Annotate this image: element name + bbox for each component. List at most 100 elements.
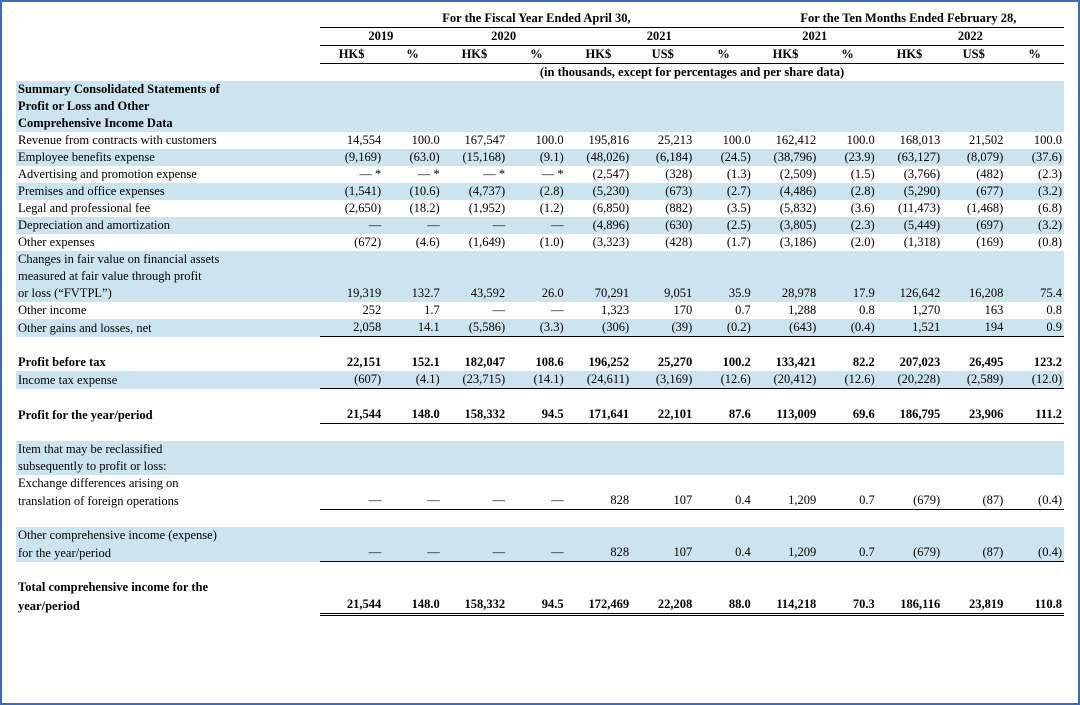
row-label-9: or loss (“FVTPL”) xyxy=(16,285,320,302)
row-label-26: Total comprehensive income for the xyxy=(16,579,320,596)
cell-16-10: 23,906 xyxy=(942,406,1005,424)
colhdr-1: % xyxy=(383,46,441,64)
cell-27-11: 110.8 xyxy=(1005,596,1064,615)
cell-2-11: (2.3) xyxy=(1005,166,1064,183)
cell-27-7: 114,218 xyxy=(753,596,818,615)
cell-10-3: — xyxy=(507,302,565,319)
cell-24-10: (87) xyxy=(942,544,1005,562)
cell-7-2 xyxy=(442,251,507,268)
header-fiscal: For the Fiscal Year Ended April 30, xyxy=(320,10,753,28)
cell-8-5 xyxy=(631,268,694,285)
cell-18-8 xyxy=(818,441,876,458)
cell-27-5: 22,208 xyxy=(631,596,694,615)
cell-1-3: (9.1) xyxy=(507,149,565,166)
cell-4-0: (2,650) xyxy=(320,200,383,217)
cell-16-11: 111.2 xyxy=(1005,406,1064,424)
cell-20-7 xyxy=(753,475,818,492)
cell-3-1: (10.6) xyxy=(383,183,441,200)
cell-23-3 xyxy=(507,527,565,544)
cell-13-5: 25,270 xyxy=(631,354,694,371)
colhdr-4: HK$ xyxy=(566,46,631,64)
cell-11-10: 194 xyxy=(942,319,1005,337)
cell-19-5 xyxy=(631,458,694,475)
row-label-24: for the year/period xyxy=(16,544,320,562)
cell-21-7: 1,209 xyxy=(753,492,818,510)
cell-5-9: (5,449) xyxy=(877,217,942,234)
cell-16-2: 158,332 xyxy=(442,406,507,424)
row-label-27: year/period xyxy=(16,596,320,615)
cell-11-0: 2,058 xyxy=(320,319,383,337)
cell-1-1: (63.0) xyxy=(383,149,441,166)
cell-9-10: 16,208 xyxy=(942,285,1005,302)
cell-8-1 xyxy=(383,268,441,285)
cell-4-3: (1.2) xyxy=(507,200,565,217)
cell-26-8 xyxy=(818,579,876,596)
cell-1-4: (48,026) xyxy=(566,149,631,166)
cell-26-9 xyxy=(877,579,942,596)
cell-1-5: (6,184) xyxy=(631,149,694,166)
cell-13-10: 26,495 xyxy=(942,354,1005,371)
cell-16-4: 171,641 xyxy=(566,406,631,424)
financial-table: For the Fiscal Year Ended April 30,For t… xyxy=(16,10,1064,616)
cell-9-2: 43,592 xyxy=(442,285,507,302)
cell-18-2 xyxy=(442,441,507,458)
cell-0-8: 100.0 xyxy=(818,132,876,149)
cell-4-4: (6,850) xyxy=(566,200,631,217)
row-label-23: Other comprehensive income (expense) xyxy=(16,527,320,544)
cell-2-3: — * xyxy=(507,166,565,183)
cell-8-11 xyxy=(1005,268,1064,285)
cell-11-4: (306) xyxy=(566,319,631,337)
cell-7-4 xyxy=(566,251,631,268)
cell-13-7: 133,421 xyxy=(753,354,818,371)
cell-18-1 xyxy=(383,441,441,458)
cell-4-2: (1,952) xyxy=(442,200,507,217)
cell-4-11: (6.8) xyxy=(1005,200,1064,217)
cell-11-1: 14.1 xyxy=(383,319,441,337)
row-label-20: Exchange differences arising on xyxy=(16,475,320,492)
cell-23-4 xyxy=(566,527,631,544)
cell-14-8: (12.6) xyxy=(818,371,876,389)
cell-26-6 xyxy=(694,579,753,596)
colhdr-0: HK$ xyxy=(320,46,383,64)
cell-27-3: 94.5 xyxy=(507,596,565,615)
cell-24-3: — xyxy=(507,544,565,562)
row-label-13: Profit before tax xyxy=(16,354,320,371)
cell-14-9: (20,228) xyxy=(877,371,942,389)
cell-2-6: (1.3) xyxy=(694,166,753,183)
cell-0-10: 21,502 xyxy=(942,132,1005,149)
row-label-21: translation of foreign operations xyxy=(16,492,320,510)
cell-19-9 xyxy=(877,458,942,475)
cell-3-10: (677) xyxy=(942,183,1005,200)
cell-0-2: 167,547 xyxy=(442,132,507,149)
cell-13-0: 22,151 xyxy=(320,354,383,371)
cell-18-4 xyxy=(566,441,631,458)
row-label-5: Depreciation and amortization xyxy=(16,217,320,234)
cell-2-2: — * xyxy=(442,166,507,183)
cell-7-5 xyxy=(631,251,694,268)
cell-1-9: (63,127) xyxy=(877,149,942,166)
cell-19-1 xyxy=(383,458,441,475)
year-2020-1: 2020 xyxy=(442,28,566,46)
cell-10-5: 170 xyxy=(631,302,694,319)
cell-6-8: (2.0) xyxy=(818,234,876,251)
cell-27-4: 172,469 xyxy=(566,596,631,615)
cell-18-5 xyxy=(631,441,694,458)
cell-2-1: — * xyxy=(383,166,441,183)
cell-23-5 xyxy=(631,527,694,544)
cell-20-5 xyxy=(631,475,694,492)
cell-14-3: (14.1) xyxy=(507,371,565,389)
cell-1-0: (9,169) xyxy=(320,149,383,166)
cell-27-1: 148.0 xyxy=(383,596,441,615)
cell-27-9: 186,116 xyxy=(877,596,942,615)
cell-13-9: 207,023 xyxy=(877,354,942,371)
cell-9-0: 19,319 xyxy=(320,285,383,302)
cell-4-6: (3.5) xyxy=(694,200,753,217)
cell-20-2 xyxy=(442,475,507,492)
row-label-10: Other income xyxy=(16,302,320,319)
cell-24-2: — xyxy=(442,544,507,562)
year-2021-3: 2021 xyxy=(753,28,877,46)
cell-20-4 xyxy=(566,475,631,492)
colhdr-2: HK$ xyxy=(442,46,507,64)
cell-11-2: (5,586) xyxy=(442,319,507,337)
cell-4-10: (1,468) xyxy=(942,200,1005,217)
